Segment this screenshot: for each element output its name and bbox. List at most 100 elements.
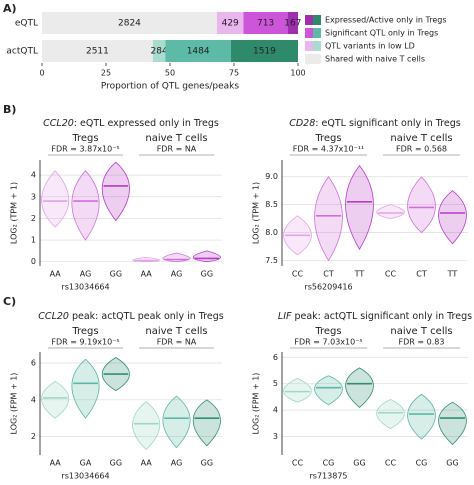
- x-tick-label: TT: [447, 270, 458, 279]
- legend-label: QTL variants in low LD: [325, 42, 415, 51]
- fdr-label: FDR = NA: [157, 338, 197, 347]
- x-tick-label: GG: [110, 459, 122, 468]
- violin: [407, 176, 436, 234]
- y-axis-label: LOG₂ (TPM + 1): [252, 182, 261, 244]
- y-tick-label: 2: [31, 214, 36, 223]
- title-gene: LIF: [278, 311, 292, 322]
- violin: [41, 170, 70, 228]
- group-label: Tregs: [314, 326, 341, 337]
- subplot-title: CCL20: eQTL expressed only in Tregs: [43, 118, 219, 129]
- x-tick-label: CC: [385, 459, 397, 468]
- x-axis-label: rs13034664: [61, 472, 109, 481]
- fdr-label: FDR = 0.568: [396, 145, 447, 154]
- violin: [314, 176, 343, 262]
- x-tick-label: CC: [385, 270, 397, 279]
- fdr-label: FDR = 9.19x10⁻⁵: [51, 338, 119, 347]
- legend-swatch: [313, 15, 321, 25]
- row-label: eQTL: [15, 19, 38, 29]
- violin: [162, 395, 191, 449]
- y-tick-label: 8.0: [265, 228, 278, 237]
- legend-label: Expressed/Active only in Tregs: [325, 16, 447, 25]
- group-label: Tregs: [71, 326, 98, 337]
- x-tick-label: 50: [165, 69, 175, 78]
- x-tick-label: CT: [323, 270, 334, 279]
- fdr-label: FDR = 7.03x10⁻⁵: [294, 338, 362, 347]
- panel-label: A): [3, 2, 17, 15]
- title-gene: CCL20: [43, 118, 74, 129]
- violin: [192, 250, 221, 263]
- value-label: 284: [151, 47, 168, 57]
- y-tick-label: 2: [31, 432, 36, 441]
- violin: [71, 358, 100, 419]
- y-tick-label: 8.5: [265, 200, 278, 209]
- x-tick-label: GA: [80, 459, 92, 468]
- violin: [376, 204, 405, 219]
- x-tick-label: GG: [353, 459, 365, 468]
- legend-label: Shared with naive T cells: [325, 55, 425, 64]
- legend-swatch: [305, 28, 313, 38]
- bar-segment: [152, 40, 166, 62]
- title-text: peak: actQTL peak only in Tregs: [69, 311, 224, 322]
- group-label: Tregs: [71, 133, 98, 144]
- x-tick-label: CG: [323, 459, 335, 468]
- legend-label: Significant QTL only in Tregs: [325, 29, 438, 38]
- fdr-label: FDR = 0.83: [399, 338, 445, 347]
- title-text: : eQTL significant only in Tregs: [315, 118, 461, 129]
- legend-swatch: [305, 41, 313, 51]
- legend-swatch: [313, 28, 321, 38]
- legend-swatch: [305, 15, 313, 25]
- x-tick-label: CG: [416, 459, 428, 468]
- x-axis-label: rs13034664: [61, 283, 109, 292]
- y-tick-label: 1: [31, 236, 36, 245]
- x-tick-label: AA: [50, 270, 62, 279]
- y-tick-label: 4: [31, 171, 36, 180]
- value-label: 2511: [86, 47, 109, 57]
- violin: [283, 377, 312, 403]
- value-label: 1484: [187, 47, 210, 57]
- x-tick-label: 100: [290, 69, 305, 78]
- title-text: peak: actQTL significant only in Tregs: [291, 311, 472, 322]
- violin: [132, 401, 161, 451]
- bar-segment: [42, 12, 217, 34]
- row-label: actQTL: [6, 47, 38, 57]
- x-tick-label: GG: [110, 270, 122, 279]
- fdr-label: FDR = 4.37x10⁻¹¹: [293, 145, 364, 154]
- x-tick-label: GG: [201, 459, 213, 468]
- x-tick-label: GG: [446, 459, 458, 468]
- value-label: 167: [284, 19, 301, 29]
- legend-swatch: [305, 54, 313, 64]
- subplot-title: LIF peak: actQTL significant only in Tre…: [278, 311, 472, 322]
- x-tick-label: 75: [229, 69, 239, 78]
- bar-segment: [165, 40, 231, 62]
- bar-segment: [216, 12, 244, 34]
- legend-swatch: [313, 41, 321, 51]
- y-tick-label: 0: [31, 257, 36, 266]
- x-tick-label: AA: [141, 459, 153, 468]
- panel-label: C): [3, 295, 16, 308]
- violin: [345, 164, 374, 251]
- fdr-label: FDR = 3.87x10⁻⁵: [51, 145, 119, 154]
- subplot-title: CCL20 peak: actQTL peak only in Tregs: [38, 311, 223, 322]
- x-tick-label: 25: [101, 69, 111, 78]
- group-label: naive T cells: [390, 326, 452, 337]
- x-tick-label: CC: [292, 459, 304, 468]
- x-tick-label: AG: [80, 270, 92, 279]
- legend-swatch: [313, 54, 321, 64]
- group-label: Tregs: [314, 133, 341, 144]
- panel-label: B): [3, 103, 16, 116]
- y-axis-label: LOG₂ (FPM + 1): [10, 373, 19, 435]
- fdr-label: FDR = NA: [157, 145, 197, 154]
- x-tick-label: TT: [354, 270, 365, 279]
- y-tick-label: 3: [31, 192, 36, 201]
- y-tick-label: 5: [273, 379, 278, 388]
- x-axis-label: rs56209416: [304, 283, 352, 292]
- group-label: naive T cells: [390, 133, 452, 144]
- bar-segment: [230, 40, 298, 62]
- y-tick-label: 4: [31, 395, 36, 404]
- violin: [345, 367, 374, 408]
- value-label: 713: [257, 19, 274, 29]
- y-tick-label: 6: [31, 359, 36, 368]
- violin: [41, 380, 70, 419]
- violin: [438, 190, 467, 245]
